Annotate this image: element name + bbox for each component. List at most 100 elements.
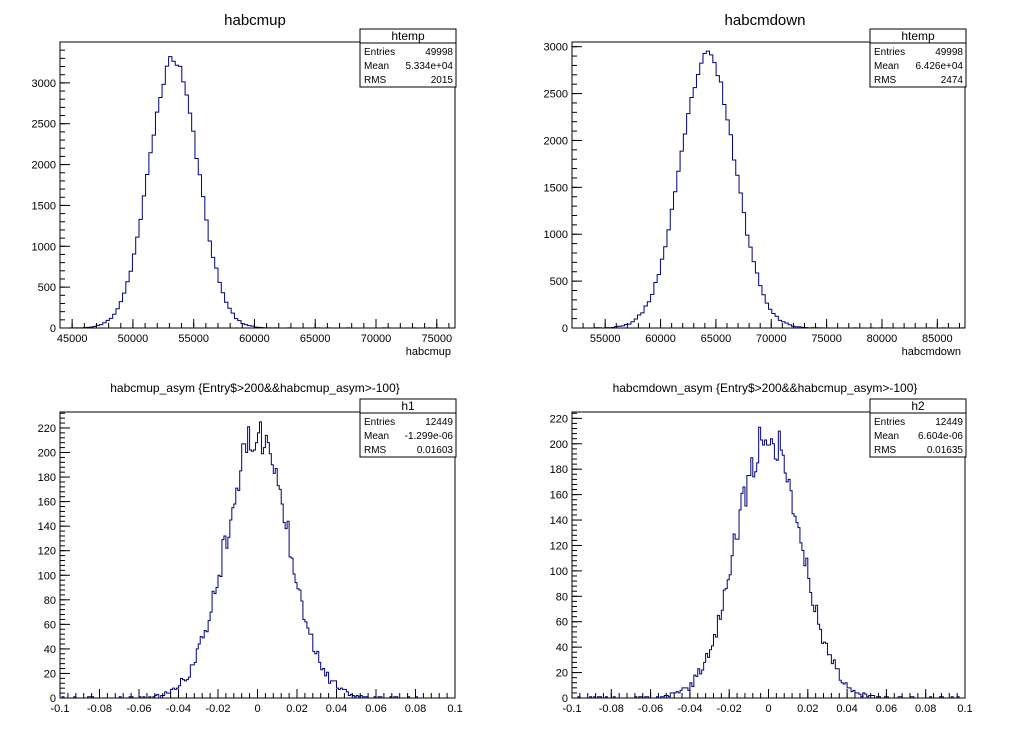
stats-key: RMS	[874, 445, 897, 456]
x-tick-label: 60000	[645, 333, 676, 345]
x-tick-label: 85000	[922, 333, 953, 345]
stats-value: 2474	[941, 75, 964, 86]
y-tick-label: 1000	[32, 241, 56, 253]
plot-frame	[571, 41, 966, 329]
stats-value: 6.426e+04	[915, 61, 963, 72]
y-tick-label: 100	[550, 566, 568, 578]
x-tick-label: -0.1	[563, 703, 582, 715]
x-tick-label: -0.02	[717, 703, 742, 715]
y-tick-label: 1500	[544, 182, 568, 194]
x-tick-label: 0.04	[836, 703, 857, 715]
x-tick-label: -0.08	[599, 703, 624, 715]
x-tick-label: -0.1	[51, 703, 70, 715]
x-tick-label: 0.06	[876, 703, 897, 715]
x-tick-label: -0.04	[166, 703, 191, 715]
stats-key: Entries	[364, 417, 395, 428]
histogram-panel-2: habcmdown 0 500 1000 1500 2000 2500 3000 55000 60…	[544, 12, 967, 358]
stats-value: 49998	[935, 47, 963, 58]
y-tick-label: 140	[550, 515, 568, 527]
stats-box: h2 Entries 12449 Mean 6.604e-06 RMS 0.01635	[869, 398, 967, 458]
stats-box-frame	[869, 28, 967, 88]
chart-title: habcmdown_asym {Entry$>200&&habcmup_asym…	[613, 381, 918, 395]
stats-value: 0.01635	[927, 445, 964, 456]
y-tick-label: 220	[38, 423, 56, 435]
y-tick-label: 1000	[544, 229, 568, 241]
x-tick-label: 55000	[590, 333, 621, 345]
x-tick-label: -0.06	[638, 703, 663, 715]
x-tick-label: 45000	[57, 333, 88, 345]
x-tick-label: 0.08	[405, 703, 426, 715]
y-tick-label: 0	[562, 693, 568, 705]
x-tick-label: 75000	[811, 333, 842, 345]
stats-value: 12449	[425, 417, 453, 428]
stats-box-name: htemp	[391, 29, 425, 43]
histogram-bars	[572, 426, 965, 699]
histogram-bars	[60, 421, 455, 699]
stats-value: 6.604e-06	[918, 431, 963, 442]
x-tick-label: 70000	[756, 333, 787, 345]
x-tick-label: -0.02	[205, 703, 230, 715]
y-tick-label: 180	[38, 472, 56, 484]
y-tick-label: 200	[38, 448, 56, 460]
y-tick-label: 180	[550, 464, 568, 476]
histogram-bars	[572, 50, 966, 329]
chart-title: habcmdown	[725, 12, 806, 29]
x-tick-label: 65000	[701, 333, 732, 345]
y-tick-label: 2500	[544, 89, 568, 101]
stats-key: Mean	[874, 431, 899, 442]
y-tick-label: 2000	[544, 135, 568, 147]
x-tick-label: 75000	[421, 333, 452, 345]
stats-box-frame	[869, 398, 967, 458]
y-tick-label: 2000	[32, 160, 56, 172]
y-tick-label: 40	[44, 644, 56, 656]
y-tick-label: 200	[550, 439, 568, 451]
x-tick-label: -0.06	[126, 703, 151, 715]
y-tick-label: 40	[556, 642, 568, 654]
stats-box-frame	[359, 398, 457, 458]
x-tick-label: 0.1	[447, 703, 462, 715]
x-tick-label: 55000	[178, 333, 209, 345]
y-tick-label: 20	[44, 668, 56, 680]
plot-frame	[59, 41, 456, 329]
x-tick-label: -0.08	[87, 703, 112, 715]
histogram-panel-3: habcmup_asym {Entry$>200&&habcmup_asym>-…	[38, 381, 463, 715]
x-tick-label: 0.1	[957, 703, 972, 715]
stats-value: 12449	[935, 417, 963, 428]
y-tick-label: 500	[550, 276, 568, 288]
stats-value: -1.299e-06	[405, 431, 454, 442]
x-tick-label: 0	[254, 703, 260, 715]
y-tick-label: 0	[562, 323, 568, 335]
stats-key: RMS	[364, 445, 387, 456]
stats-key: Mean	[364, 61, 389, 72]
histogram-panel-1: habcmup 0 500 1000 1500 2000 2500 3000 45000 5000…	[32, 12, 457, 358]
stats-box-name: h2	[911, 399, 925, 413]
y-tick-label: 60	[556, 617, 568, 629]
stats-key: Mean	[874, 61, 899, 72]
stats-value: 49998	[425, 47, 453, 58]
stats-value: 5.334e+04	[405, 61, 453, 72]
stats-box-name: h1	[401, 399, 415, 413]
y-tick-label: 140	[38, 521, 56, 533]
y-tick-label: 3000	[544, 42, 568, 54]
x-tick-label: 0.04	[326, 703, 347, 715]
y-tick-label: 20	[556, 668, 568, 680]
histogram-panel-4: habcmdown_asym {Entry$>200&&habcmup_asym…	[550, 381, 973, 715]
chart-title: habcmup_asym {Entry$>200&&habcmup_asym>-…	[110, 381, 400, 395]
stats-key: RMS	[364, 75, 387, 86]
y-tick-label: 3000	[32, 78, 56, 90]
x-tick-label: 60000	[239, 333, 270, 345]
stats-key: Mean	[364, 431, 389, 442]
x-tick-label: 0	[765, 703, 771, 715]
y-tick-label: 100	[38, 570, 56, 582]
x-tick-label: 65000	[300, 333, 331, 345]
y-tick-label: 160	[38, 497, 56, 509]
x-tick-label: 0.02	[286, 703, 307, 715]
y-tick-label: 0	[50, 323, 56, 335]
stats-value: 0.01603	[417, 445, 454, 456]
chart-title: habcmup	[224, 12, 286, 29]
stats-box: htemp Entries 49998 Mean 6.426e+04 RMS 2474	[869, 28, 967, 88]
y-tick-label: 500	[38, 282, 56, 294]
stats-key: Entries	[874, 47, 905, 58]
y-tick-label: 80	[44, 595, 56, 607]
